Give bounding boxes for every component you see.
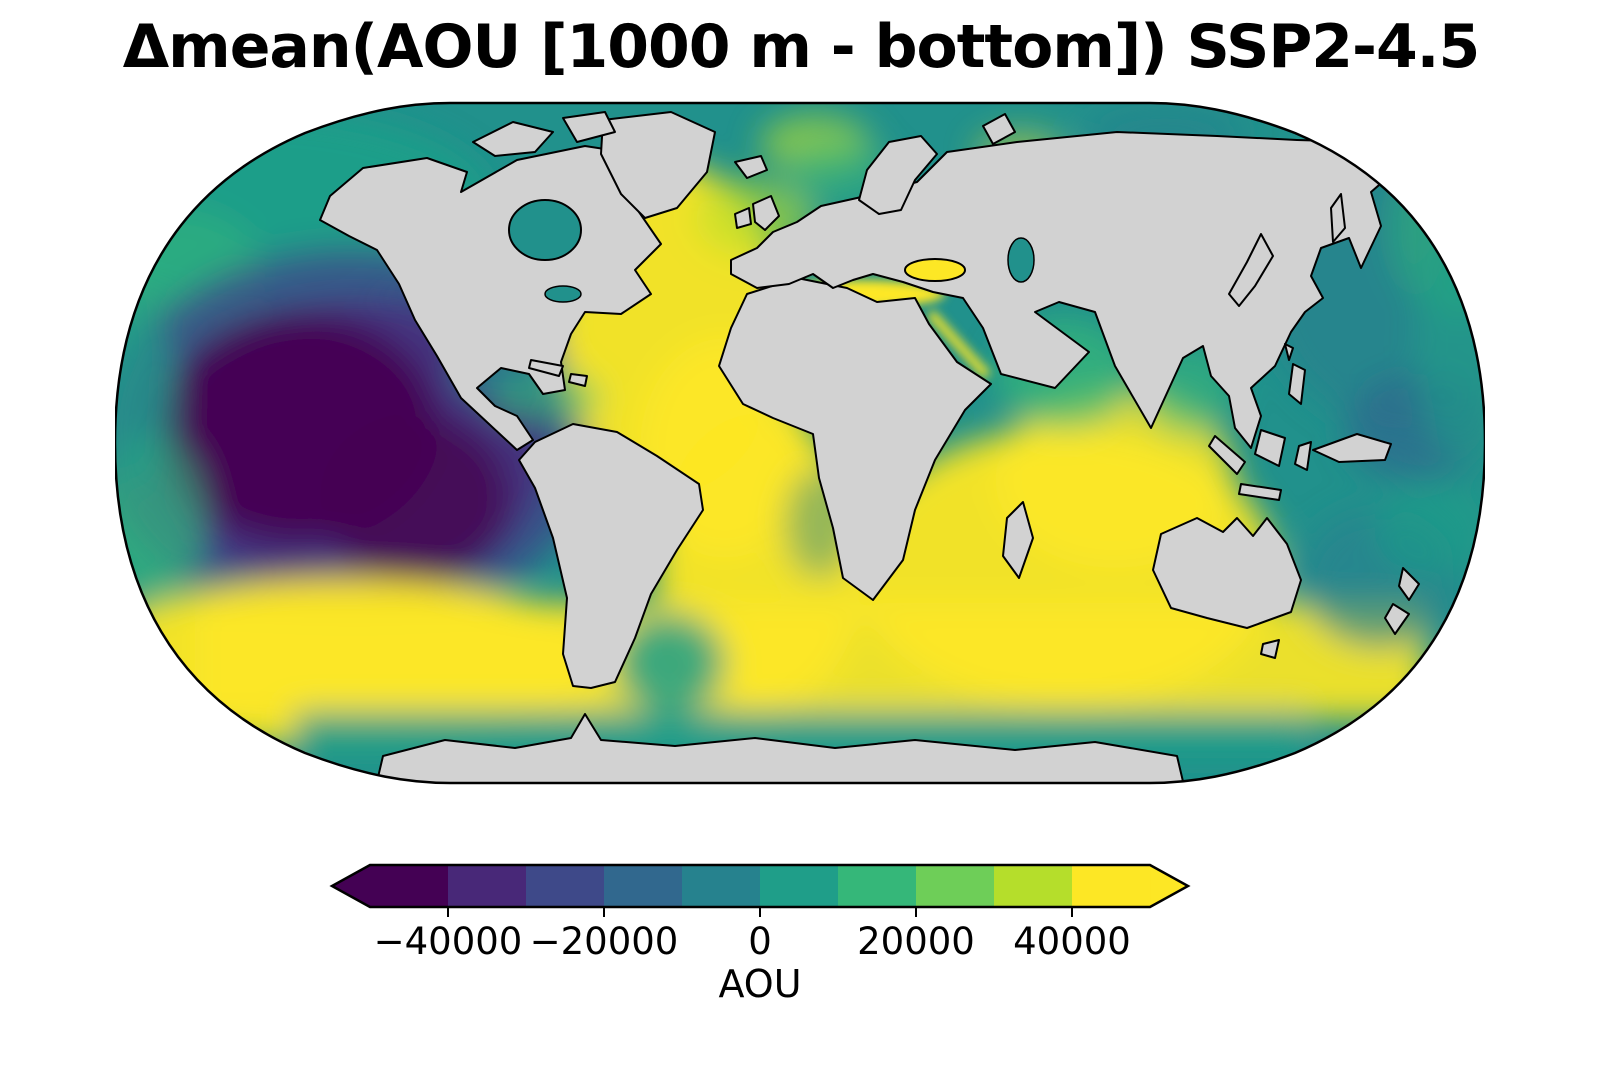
caspian-sea [1007,237,1035,283]
land-svalbard [982,113,1016,145]
colorbar-tick-label: 0 [748,920,772,963]
map-outline [115,101,1485,785]
land-cuba [528,359,564,377]
land-canadian-arctic [472,121,554,157]
land-sumatra [1208,435,1246,475]
land-tasmania [1260,639,1280,659]
land-madagascar [1002,501,1034,579]
hudson-bay [508,199,582,261]
colorbar-tick-label: −20000 [530,920,679,963]
land-greenland [600,111,716,219]
colorbar-tick-label: 20000 [857,920,975,963]
land-antarctica [374,713,1186,783]
colorbar-segment [916,864,995,908]
land-layer [319,111,1420,783]
colorbar-segment [682,864,761,908]
colorbar-segment [838,864,917,908]
land-south-america [518,423,704,689]
colorbar-segment [1072,864,1151,908]
land-ireland [734,207,752,229]
land-sulawesi [1294,441,1312,471]
great-lakes [544,285,582,303]
land-iceland [734,155,768,179]
colorbar-segment [526,864,605,908]
land-taiwan [1284,343,1294,361]
land-new-zealand [1398,567,1420,601]
figure-title: Δmean(AOU [1000 m - bottom]) SSP2-4.5 [122,12,1480,82]
land-japan [1228,233,1274,307]
land-philippines [1288,363,1306,405]
colorbar-segment [370,864,449,908]
colorbar: −40000 −20000 0 20000 40000 [329,863,1191,963]
colorbar-tick-label: −40000 [374,920,523,963]
land-java [1238,483,1282,501]
colorbar-segment [448,864,527,908]
land-canadian-arctic [562,111,616,143]
colorbar-outline [329,863,1191,909]
colorbar-segment [994,864,1073,908]
colorbar-segment [604,864,683,908]
black-sea [904,258,966,282]
colorbar-segment [760,864,839,908]
land-new-zealand [1384,603,1410,635]
colorbar-extend-left [332,864,370,908]
land-sakhalin [1330,193,1346,243]
land-hispaniola [568,373,588,387]
colorbar-tick-label: 40000 [1013,920,1131,963]
land-africa [718,277,992,601]
land-new-guinea [1312,433,1392,463]
land-borneo [1254,429,1286,467]
colorbar-label: AOU [718,962,802,1006]
colorbar-extend-right [1150,864,1188,908]
land-scandinavia [858,135,938,215]
land-australia [1152,517,1302,629]
land-britain [752,195,780,231]
world-map [115,101,1485,785]
